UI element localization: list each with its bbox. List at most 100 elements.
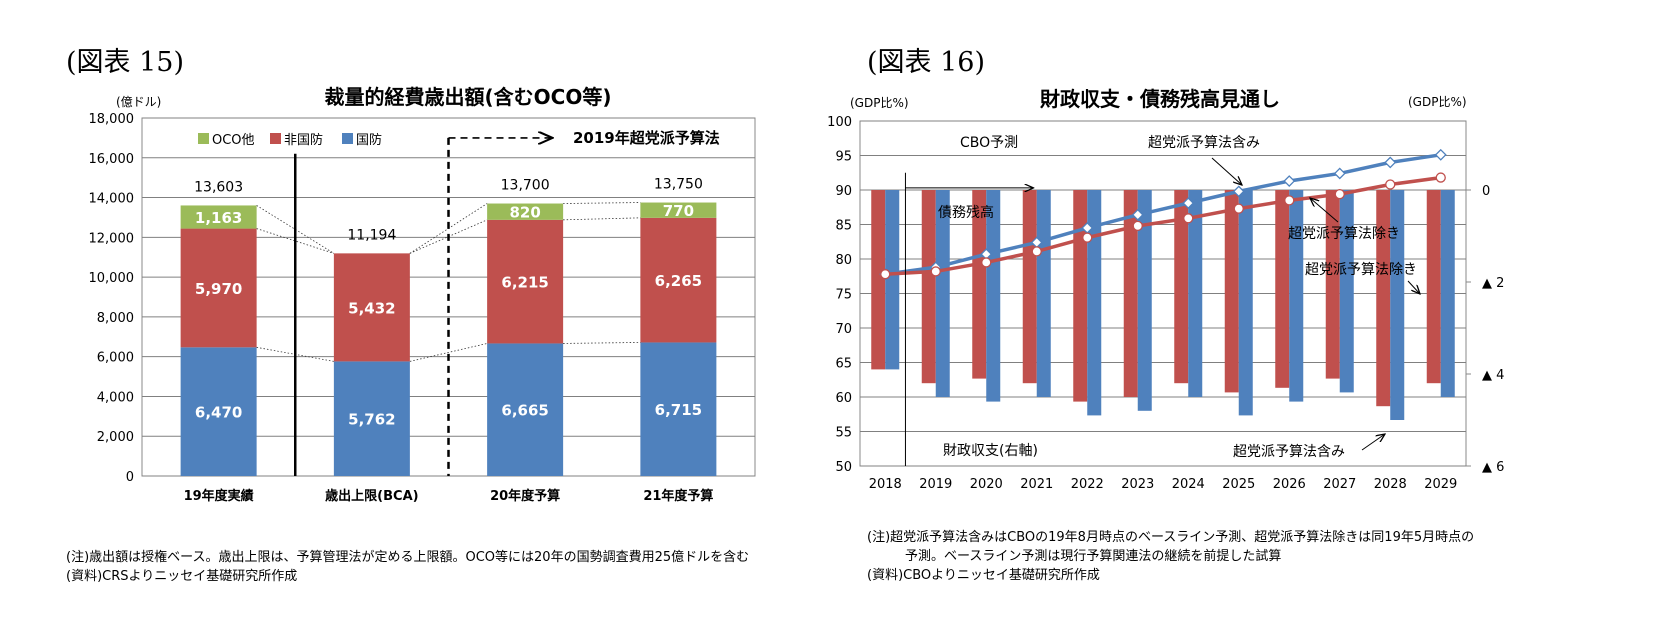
annotation-label: 債務残高: [938, 204, 994, 221]
connector-line: [563, 202, 641, 204]
bar: [1426, 190, 1441, 384]
y-tick-label: 4,000: [97, 390, 134, 405]
annotation-pointer: [1407, 280, 1420, 294]
y-tick-label: 16,000: [89, 152, 135, 167]
x-tick-label: 2026: [1273, 477, 1306, 492]
line-marker: [1131, 208, 1144, 221]
line-marker: [1082, 232, 1093, 243]
x-tick-label: 2020: [970, 477, 1003, 492]
x-tick-label: 2029: [1424, 477, 1457, 492]
bar: [885, 190, 900, 370]
line-marker: [1334, 188, 1345, 200]
bar-segment: [180, 205, 257, 229]
annotation-label: 超党派予算法含み: [1233, 444, 1345, 460]
bar: [1376, 190, 1391, 407]
bar: [1390, 190, 1405, 420]
x-tick-label: 2027: [1323, 477, 1356, 492]
figure-15-note-1: (注)歳出額は授権ベース。歳出上限は、予算管理法が定める上限額。OCO等には20…: [66, 550, 750, 565]
line-marker: [1233, 203, 1244, 214]
y-right-tick-label: ▲ 6: [1482, 460, 1504, 475]
bar-data-label: 5,970: [195, 280, 242, 298]
bar-segment: [640, 202, 717, 218]
y-left-tick-label: 65: [835, 357, 852, 372]
annotation-label: 超党派予算法含み: [1148, 135, 1260, 151]
y-tick-label: 0: [126, 470, 134, 485]
line-marker: [1182, 197, 1195, 210]
line-marker: [1385, 179, 1396, 190]
figure-15-notes: (注)歳出額は授権ベース。歳出上限は、予算管理法が定める上限額。OCO等には20…: [66, 548, 749, 586]
figure-16-note-1: (注)超党派予算法含みはCBOの19年8月時点のベースライン予測、超党派予算法除…: [867, 530, 1475, 545]
y-tick-label: 18,000: [89, 112, 135, 127]
bar: [972, 190, 987, 379]
bar-data-label: 6,265: [655, 272, 702, 290]
figure-16-note-2: 予測。ベースライン予測は現行予算関連法の継続を前提した試算: [905, 549, 1282, 564]
figure-16-notes: (注)超党派予算法含みはCBOの19年8月時点のベースライン予測、超党派予算法除…: [867, 528, 1474, 585]
line-marker: [1384, 156, 1397, 169]
bar: [1188, 190, 1203, 397]
bar: [871, 190, 886, 370]
legend-swatch: [270, 133, 281, 144]
connector-line: [256, 205, 335, 254]
chart-discretionary-spending: 0 2,000 4,000 6,000 8,000 10,000 12,000 14,000 1…: [89, 85, 756, 504]
bar: [1238, 190, 1253, 416]
x-tick-label: 2019: [919, 477, 952, 492]
x-tick-label: 20年度予算: [490, 488, 560, 504]
bar-data-label: 6,215: [501, 274, 548, 292]
bar: [1224, 190, 1239, 393]
bar-segment: [487, 203, 564, 220]
bar-data-label: 6,715: [655, 401, 702, 419]
bar-data-label: 770: [663, 202, 694, 220]
line-marker: [1435, 172, 1446, 183]
annotation-label: 財政収支(右軸): [943, 443, 1038, 459]
bar-total-label: 13,750: [654, 177, 703, 193]
connector-line: [563, 342, 641, 344]
figure-15-panel: (図表 15) 0 2,000 4,000 6,000 8,000 10,000 12,00…: [66, 47, 756, 586]
y-left-tick-label: 90: [835, 184, 852, 199]
bar: [1073, 190, 1088, 402]
annotation-label: 超党派予算法除き: [1305, 262, 1417, 278]
bar: [1137, 190, 1152, 411]
y-tick-label: 2,000: [97, 430, 134, 445]
x-tick-label: 2028: [1374, 477, 1407, 492]
bar-segment: [333, 253, 410, 362]
bar-segment: [487, 343, 564, 476]
y-left-tick-label: 70: [835, 322, 852, 337]
bar-segment: [640, 217, 717, 343]
x-tick-label: 2023: [1121, 477, 1154, 492]
line-marker: [1284, 195, 1295, 206]
line-marker: [930, 266, 941, 277]
y-right-tick-label: ▲ 4: [1482, 368, 1504, 383]
y-left-tick-label: 80: [835, 253, 852, 268]
bar: [1289, 190, 1304, 402]
annotation-pointer: [1361, 434, 1385, 451]
bar: [1339, 190, 1354, 393]
bar: [935, 190, 950, 397]
y-right-tick-label: ▲ 2: [1482, 276, 1504, 291]
annotation-pointer: [1211, 157, 1242, 185]
y-left-tick-label: 50: [835, 460, 852, 475]
line-marker: [1232, 185, 1245, 198]
y-left-tick-label: 55: [835, 426, 852, 441]
figure-15-label: (図表 15): [66, 47, 185, 78]
series-line: [885, 153, 1442, 276]
bar-data-label: 1,163: [195, 209, 242, 227]
bar-total-label: 13,700: [501, 178, 550, 194]
bar: [921, 190, 936, 384]
legend-label: 非国防: [284, 132, 323, 148]
bar: [1325, 190, 1340, 379]
x-tick-label: 19年度実績: [184, 488, 254, 504]
connector-line: [409, 343, 488, 362]
bar-data-label: 5,432: [348, 299, 395, 317]
annotation-label: 2019年超党派予算法: [573, 129, 720, 147]
y-tick-label: 12,000: [89, 231, 135, 246]
bar-segment: [180, 347, 257, 476]
line-marker: [1031, 246, 1042, 257]
annotation-label: CBO予測: [960, 135, 1018, 151]
line-marker: [1183, 213, 1194, 224]
y-tick-label: 14,000: [89, 192, 135, 207]
line-marker: [1132, 220, 1143, 232]
chart-title: 裁量的経費歳出額(含むOCO等): [325, 85, 612, 109]
bar-data-label: 6,470: [195, 404, 242, 422]
y-tick-label: 8,000: [97, 311, 134, 326]
line-marker: [1283, 175, 1296, 187]
